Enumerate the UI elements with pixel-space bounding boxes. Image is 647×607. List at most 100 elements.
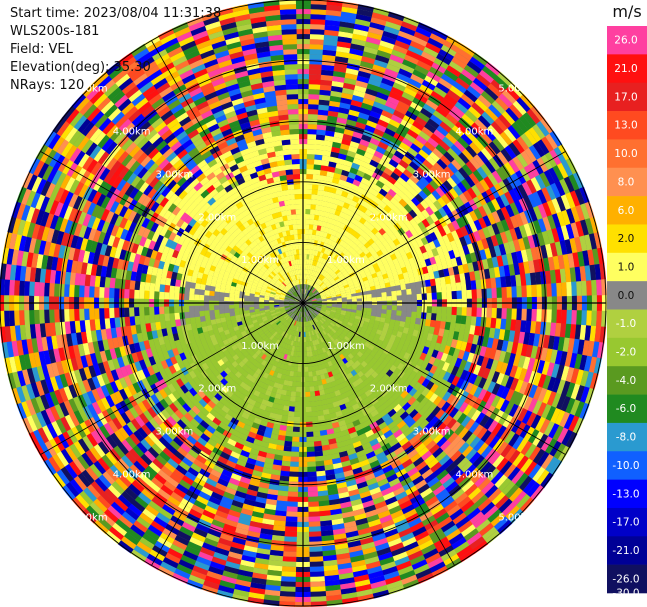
velocity-gate <box>501 308 507 320</box>
velocity-gate <box>304 234 309 240</box>
velocity-gate <box>308 285 312 291</box>
velocity-gate <box>355 80 369 89</box>
velocity-gate <box>496 255 504 268</box>
velocity-gate <box>488 157 501 171</box>
velocity-gate <box>304 294 307 300</box>
velocity-gate <box>535 271 542 286</box>
velocity-gate <box>312 229 317 236</box>
velocity-gate <box>449 85 465 98</box>
velocity-gate <box>500 374 510 388</box>
velocity-gate <box>308 74 322 80</box>
velocity-gate <box>321 253 327 259</box>
velocity-gate <box>343 128 355 137</box>
velocity-gate <box>493 245 502 258</box>
velocity-gate <box>477 366 486 378</box>
velocity-gate <box>321 69 335 76</box>
velocity-gate <box>424 258 432 267</box>
velocity-gate <box>339 286 345 291</box>
velocity-gate <box>551 309 557 324</box>
velocity-gate <box>312 430 321 437</box>
velocity-gate <box>400 207 409 217</box>
velocity-gate <box>369 159 380 168</box>
velocity-gate <box>382 326 389 333</box>
velocity-gate <box>549 322 557 337</box>
velocity-gate <box>462 244 470 256</box>
velocity-gate <box>317 267 322 274</box>
velocity-gate <box>316 304 322 307</box>
velocity-gate <box>316 305 322 308</box>
velocity-gate <box>496 287 502 299</box>
velocity-gate <box>280 571 296 577</box>
velocity-gate <box>457 349 465 360</box>
velocity-gate <box>321 296 327 299</box>
velocity-gate <box>309 576 325 582</box>
velocity-gate <box>422 173 434 184</box>
velocity-gate <box>326 303 332 306</box>
velocity-gate <box>316 405 323 412</box>
velocity-gate <box>405 229 414 239</box>
velocity-gate <box>381 216 390 225</box>
velocity-gate <box>306 279 309 285</box>
velocity-gate <box>570 383 581 401</box>
velocity-gate <box>428 271 435 280</box>
velocity-gate <box>445 35 463 49</box>
velocity-gate <box>490 121 505 136</box>
velocity-gate <box>424 339 432 349</box>
velocity-gate <box>295 396 301 402</box>
velocity-gate <box>575 385 585 402</box>
velocity-gate <box>472 261 480 272</box>
velocity-gate <box>310 4 328 10</box>
velocity-gate <box>325 293 331 297</box>
velocity-gate <box>393 230 402 239</box>
velocity-gate <box>311 189 319 195</box>
velocity-gate <box>581 310 587 326</box>
velocity-gate <box>501 287 507 299</box>
velocity-gate <box>524 147 537 163</box>
velocity-gate <box>367 142 379 151</box>
velocity-gate <box>306 164 315 170</box>
velocity-gate <box>312 276 316 282</box>
velocity-gate <box>579 354 588 372</box>
velocity-gate <box>429 151 441 163</box>
velocity-gate <box>533 333 540 348</box>
velocity-gate <box>432 110 446 122</box>
velocity-gate <box>486 200 497 214</box>
velocity-gate <box>488 327 496 339</box>
velocity-gate <box>279 591 296 597</box>
velocity-gate <box>491 287 497 299</box>
velocity-gate <box>305 296 310 301</box>
velocity-gate <box>412 329 419 338</box>
velocity-gate <box>458 193 469 205</box>
velocity-gate <box>345 289 351 293</box>
velocity-gate <box>403 259 411 267</box>
velocity-gate <box>443 151 455 163</box>
velocity-gate <box>569 237 578 254</box>
velocity-gate <box>411 311 417 319</box>
velocity-gate <box>402 327 409 335</box>
velocity-gate <box>413 224 422 234</box>
velocity-gate <box>456 181 468 194</box>
velocity-gate <box>524 130 538 146</box>
velocity-gate <box>464 109 479 123</box>
velocity-gate <box>374 316 381 322</box>
velocity-gate <box>366 83 380 92</box>
velocity-gate <box>297 361 302 367</box>
velocity-gate <box>389 319 396 326</box>
velocity-gate <box>455 315 462 325</box>
velocity-gate <box>396 331 403 338</box>
velocity-gate <box>354 239 361 246</box>
velocity-gate <box>530 177 542 193</box>
velocity-gate <box>438 227 447 238</box>
velocity-gate <box>441 361 450 372</box>
velocity-gate <box>462 190 473 203</box>
velocity-gate <box>311 306 317 309</box>
velocity-gate <box>375 54 391 64</box>
velocity-gate <box>396 268 403 276</box>
velocity-gate <box>346 294 352 298</box>
velocity-gate <box>294 401 301 407</box>
velocity-gate <box>407 270 414 278</box>
velocity-gate <box>339 314 346 318</box>
velocity-gate <box>455 256 463 267</box>
velocity-gate <box>303 294 306 300</box>
velocity-gate <box>437 197 447 208</box>
